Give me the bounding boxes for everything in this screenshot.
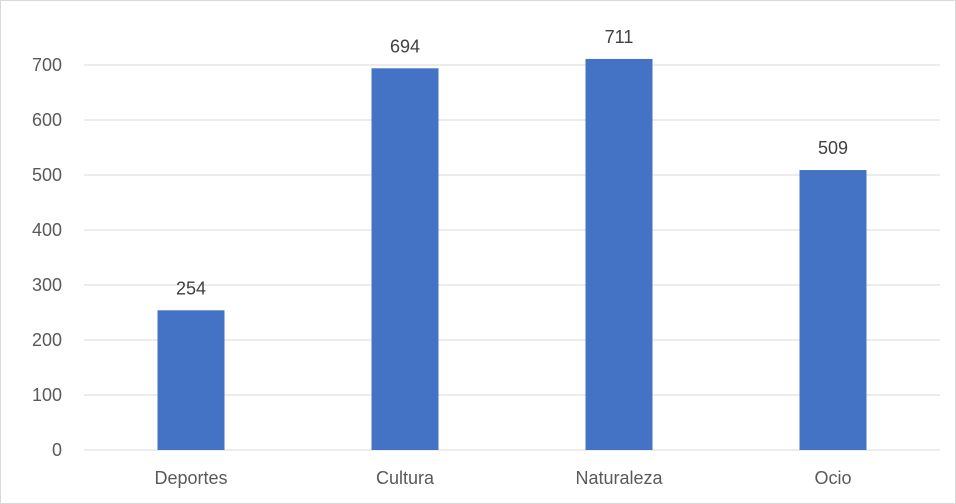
bar-deportes <box>157 310 225 450</box>
data-labels: 254 694 711 509 <box>176 27 848 298</box>
y-tick-label-500: 500 <box>32 165 62 185</box>
gridlines <box>84 64 940 451</box>
x-tick-label-deportes: Deportes <box>154 468 227 488</box>
x-tick-label-naturaleza: Naturaleza <box>575 468 663 488</box>
data-label-ocio: 509 <box>818 138 848 158</box>
y-tick-label-100: 100 <box>32 385 62 405</box>
y-tick-label-600: 600 <box>32 110 62 130</box>
x-tick-label-ocio: Ocio <box>814 468 851 488</box>
data-label-cultura: 694 <box>390 36 420 56</box>
data-label-naturaleza: 711 <box>605 27 634 47</box>
y-tick-label-0: 0 <box>52 440 62 460</box>
bars <box>157 58 867 451</box>
bar-naturaleza <box>585 58 653 450</box>
y-tick-label-400: 400 <box>32 220 62 240</box>
bar-cultura <box>371 68 439 451</box>
x-tick-label-cultura: Cultura <box>376 468 435 488</box>
y-tick-label-700: 700 <box>32 55 62 75</box>
bar-ocio <box>799 170 867 451</box>
y-tick-label-200: 200 <box>32 330 62 350</box>
y-axis-tick-labels: 0 100 200 300 400 500 600 700 <box>32 55 62 460</box>
data-label-deportes: 254 <box>176 278 206 298</box>
y-tick-label-300: 300 <box>32 275 62 295</box>
x-axis-tick-labels: Deportes Cultura Naturaleza Ocio <box>154 468 851 488</box>
